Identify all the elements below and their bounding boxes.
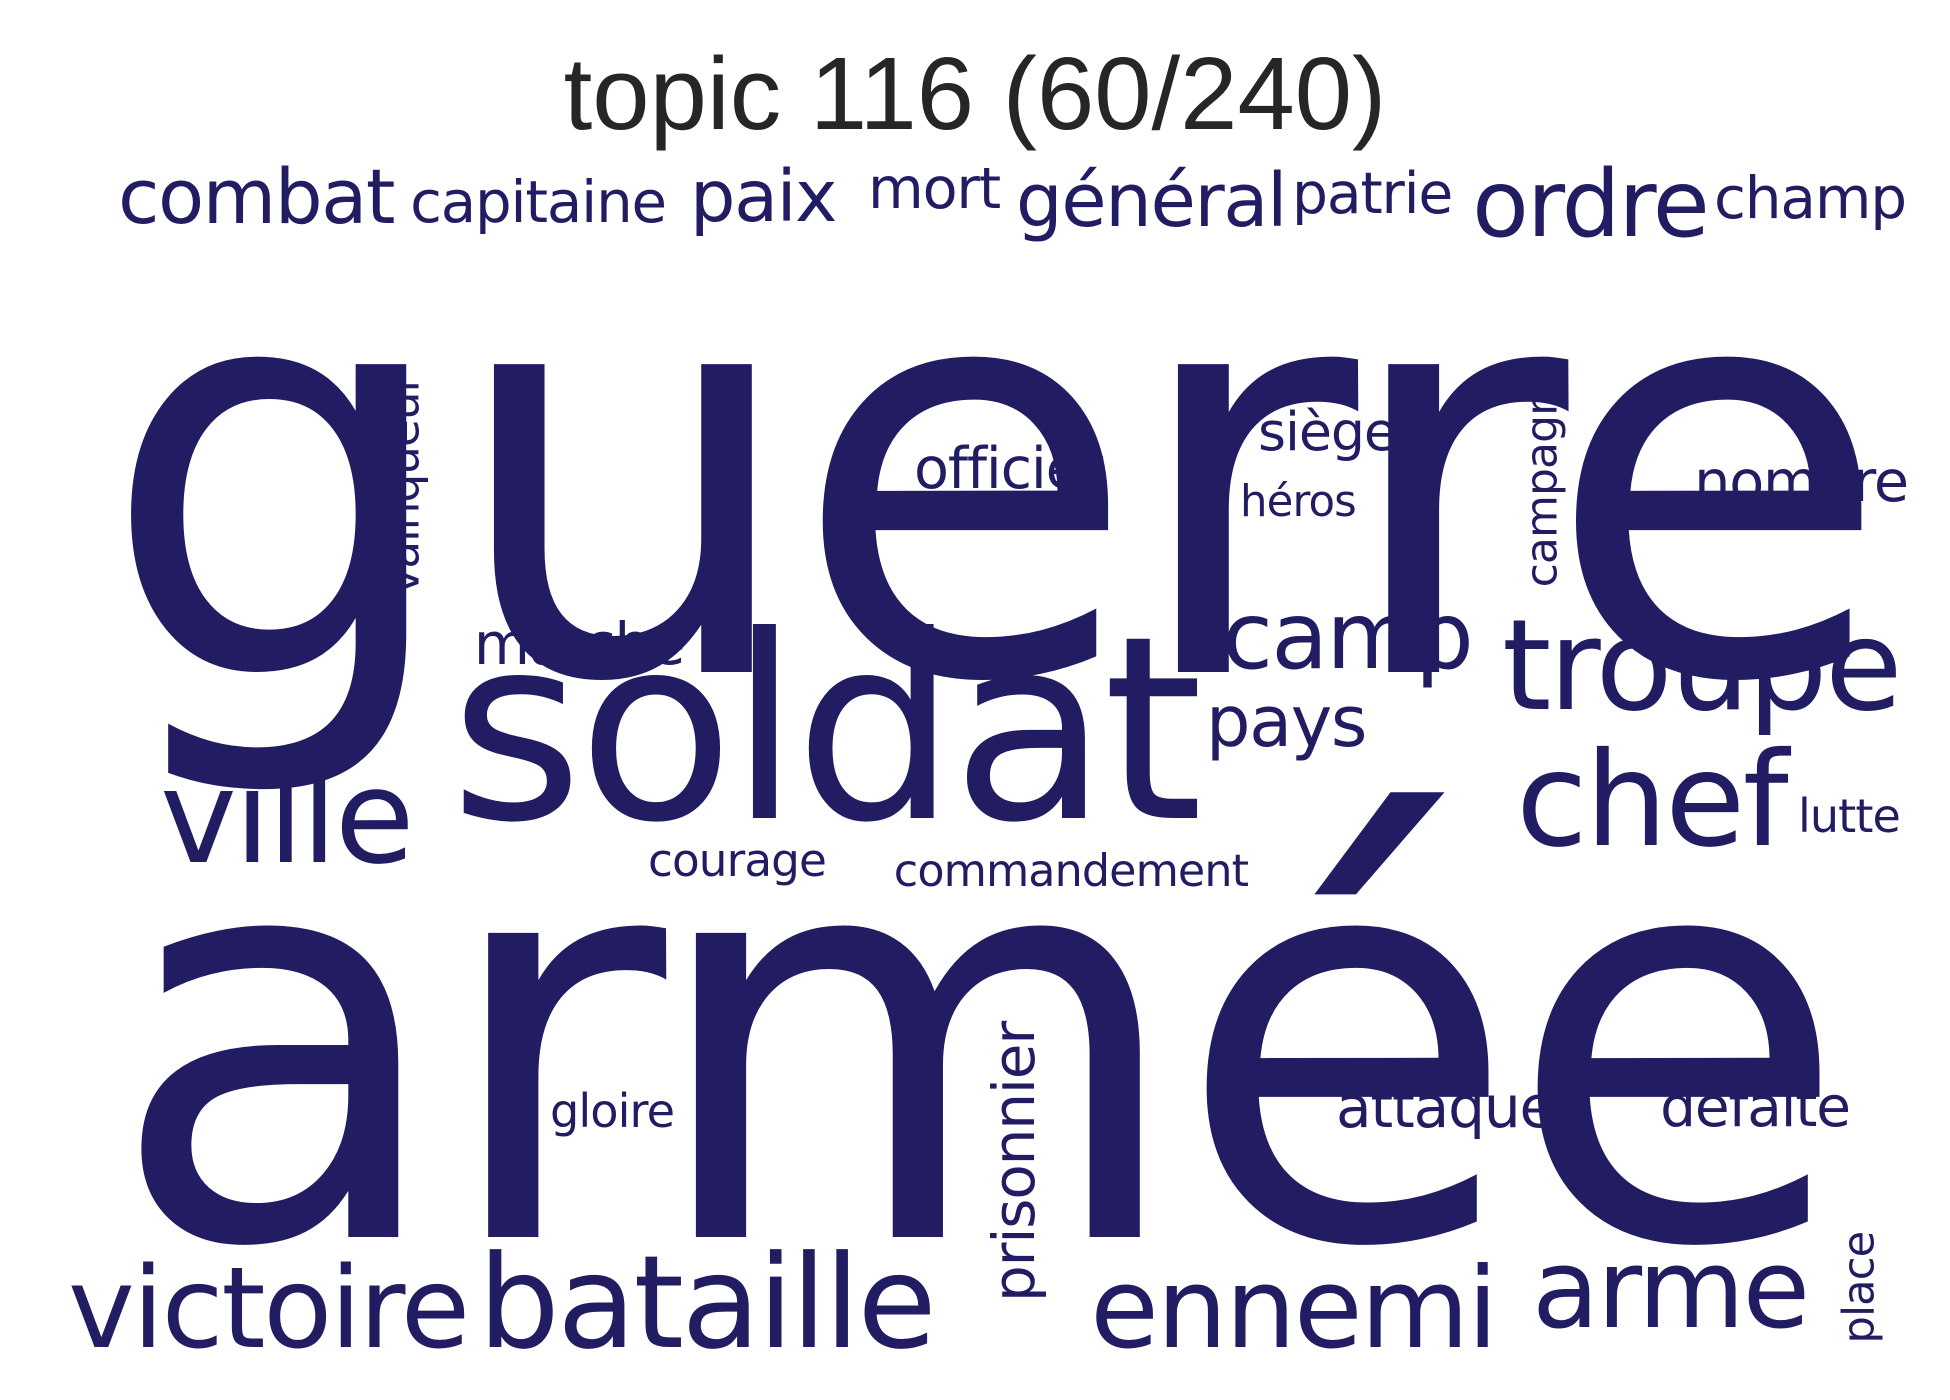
cloud-word: général [1015,158,1288,245]
cloud-word: ordre [1472,149,1710,258]
cloud-word: ennemi [1090,1244,1498,1375]
chart-title: topic 116 (60/240) [563,36,1387,151]
cloud-word: guerre [100,149,1891,805]
cloud-word: gloire [550,1083,675,1138]
cloud-word: combat [118,153,395,242]
cloud-word: patrie [1292,160,1453,227]
cloud-word: lutte [1798,789,1901,843]
cloud-word: prisonnier [980,1021,1049,1303]
cloud-word: vainqueur [376,375,430,595]
cloud-word: marche [473,611,685,679]
cloud-word: pays [1206,680,1367,763]
cloud-word: officier [914,436,1103,503]
cloud-word: bataille [478,1227,937,1378]
cloud-word: capitaine [410,168,667,237]
cloud-word: commandement [893,845,1249,897]
cloud-word: mort [868,156,1001,223]
cloud-word: chef [1516,723,1789,876]
cloud-word: paix [690,154,837,239]
cloud-word: courage [648,834,827,888]
cloud-word: ville [160,741,415,893]
cloud-word: arme [1532,1225,1810,1354]
cloud-word: défaite [1660,1074,1851,1140]
cloud-word: armée [108,722,1849,1369]
cloud-word: attaque [1336,1073,1555,1141]
cloud-word: champ [1714,164,1907,232]
cloud-word: troupe [1502,592,1903,739]
cloud-word: place [1834,1232,1885,1344]
cloud-word: nombre [1694,449,1909,516]
cloud-word: héros [1240,477,1357,528]
cloud-word: siège [1258,400,1397,464]
cloud-word: victoire [68,1241,470,1374]
cloud-word: campagne [1515,362,1567,587]
cloud-word: soldat [449,582,1203,880]
cloud-word: camp [1222,581,1474,690]
